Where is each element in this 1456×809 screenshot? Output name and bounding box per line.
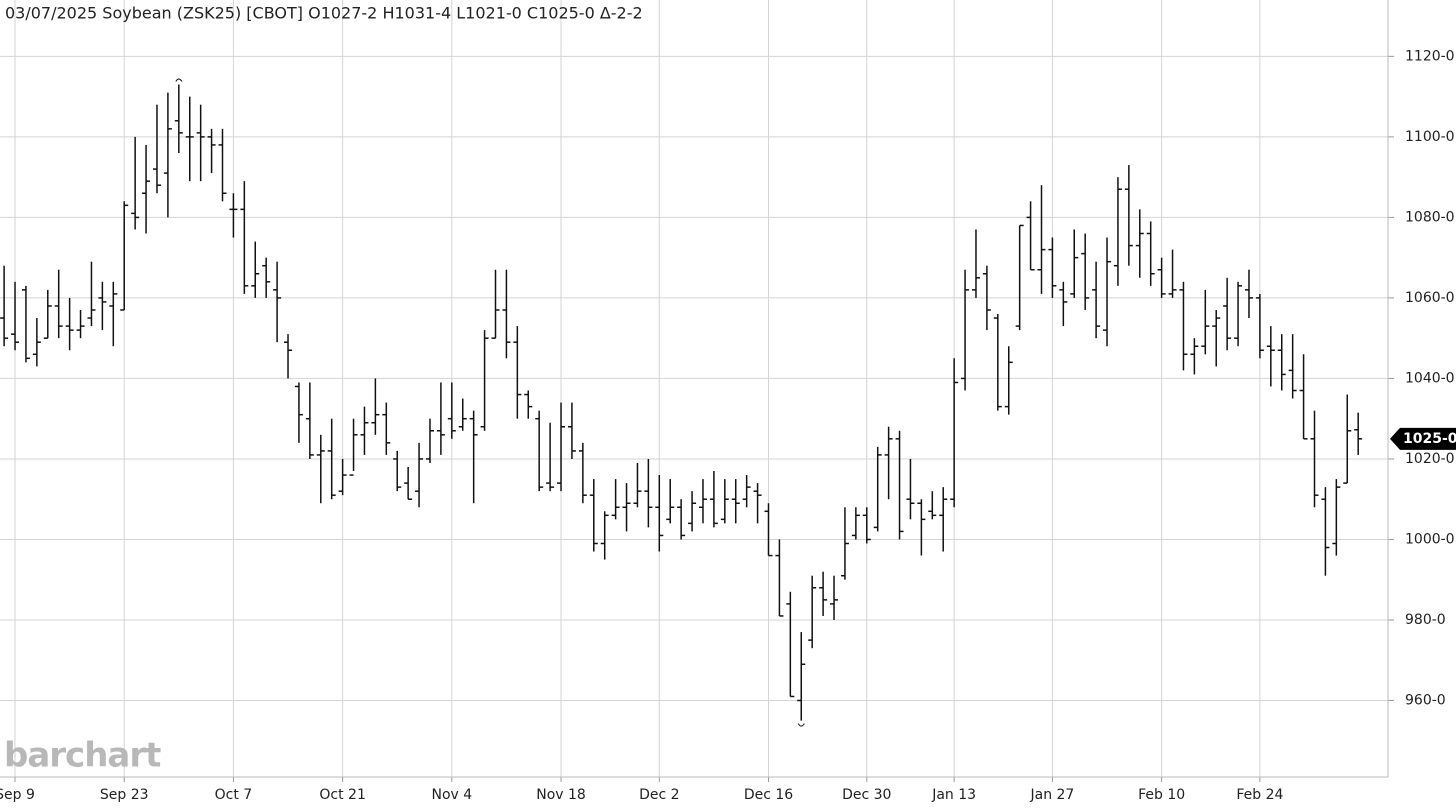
x-tick-label: Jan 13 <box>931 787 976 803</box>
high-marker <box>175 78 183 82</box>
x-tick-label: Sep 23 <box>100 787 149 803</box>
y-tick-label: 1000-0 <box>1405 531 1455 547</box>
y-tick-label: 1120-0 <box>1405 48 1455 64</box>
y-tick-label: 1020-0 <box>1405 451 1455 467</box>
x-tick-label: Dec 16 <box>744 787 793 803</box>
x-tick-label: Sep 9 <box>0 787 35 803</box>
y-tick-label: 1100-0 <box>1405 129 1455 145</box>
chart-title: 03/07/2025 Soybean (ZSK25) [CBOT] O1027-… <box>5 4 643 23</box>
x-tick-label: Feb 24 <box>1236 787 1283 803</box>
x-tick-label: Oct 21 <box>319 787 365 803</box>
y-tick-label: 1080-0 <box>1405 209 1455 225</box>
y-tick-label: 1040-0 <box>1405 370 1455 386</box>
x-tick-label: Jan 27 <box>1029 787 1074 803</box>
x-tick-label: Dec 30 <box>842 787 891 803</box>
low-marker <box>797 723 805 727</box>
x-tick-label: Nov 18 <box>536 787 586 803</box>
x-tick-label: Feb 10 <box>1138 787 1185 803</box>
last-price-label: 1025-0 <box>1403 431 1456 447</box>
y-tick-label: 980-0 <box>1405 612 1446 628</box>
y-tick-label: 960-0 <box>1405 693 1446 709</box>
watermark: barchart <box>4 736 161 776</box>
y-tick-label: 1060-0 <box>1405 290 1455 306</box>
x-tick-label: Oct 7 <box>215 787 253 803</box>
x-tick-label: Dec 2 <box>639 787 679 803</box>
last-price-flag <box>1390 427 1456 450</box>
x-tick-label: Nov 4 <box>431 787 472 803</box>
